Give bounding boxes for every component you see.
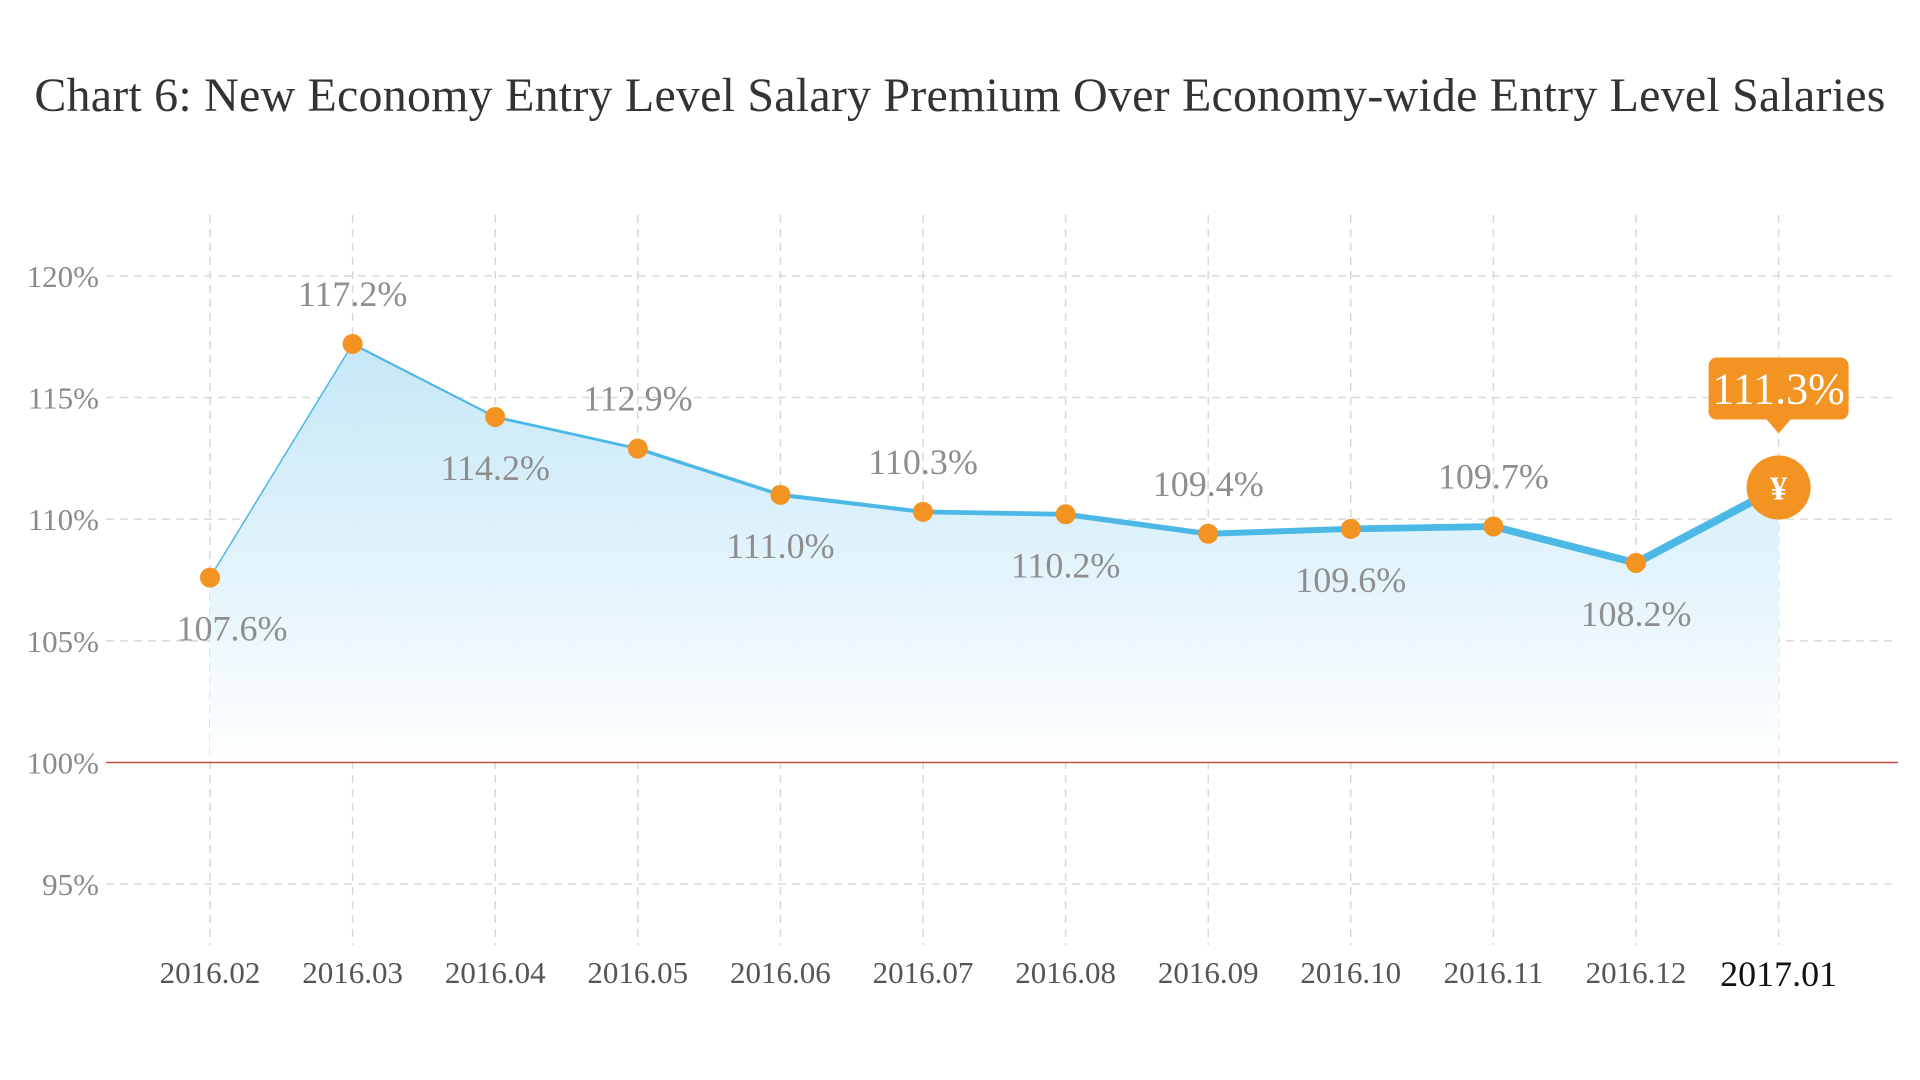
data-label: 110.2% bbox=[1011, 545, 1121, 585]
data-label: 109.6% bbox=[1295, 560, 1406, 600]
chart-title: Chart 6: New Economy Entry Level Salary … bbox=[34, 69, 1886, 122]
data-label: 109.7% bbox=[1438, 456, 1549, 496]
series-line-segment bbox=[778, 492, 926, 514]
data-points bbox=[200, 333, 1646, 588]
y-tick-label: 120% bbox=[27, 259, 99, 294]
x-tick-label: 2016.10 bbox=[1300, 955, 1401, 990]
callout-box bbox=[1708, 357, 1849, 420]
data-point bbox=[200, 567, 220, 588]
data-point bbox=[913, 501, 933, 522]
x-axis: 2016.02 2016.03 2016.04 2016.05 2016.06 2016.… bbox=[160, 954, 1837, 994]
series-line-segment bbox=[920, 509, 1068, 517]
series-line-segment bbox=[1205, 525, 1354, 537]
x-tick-label: 2016.06 bbox=[730, 955, 831, 990]
series-line-segment bbox=[1062, 511, 1211, 537]
highlight-marker bbox=[1746, 455, 1811, 520]
series-line-segment bbox=[209, 343, 354, 579]
y-tick-label: 105% bbox=[27, 624, 99, 659]
x-tick-label: 2016.09 bbox=[1158, 955, 1259, 990]
x-tick-label: 2016.04 bbox=[445, 955, 546, 990]
data-point bbox=[1198, 523, 1219, 544]
callout-label: 111.3% bbox=[1712, 365, 1844, 414]
highlight-callout: ¥111.3% bbox=[1708, 357, 1849, 520]
data-label: 107.6% bbox=[177, 609, 288, 649]
x-tick-label: 2016.03 bbox=[302, 955, 403, 990]
y-tick-label: 95% bbox=[42, 867, 99, 902]
data-point bbox=[770, 484, 791, 505]
data-point bbox=[342, 333, 363, 354]
data-label: 114.2% bbox=[440, 448, 550, 488]
data-label: 117.2% bbox=[298, 274, 408, 314]
x-tick-label: 2016.02 bbox=[160, 955, 261, 990]
data-label: 109.4% bbox=[1153, 464, 1264, 504]
y-tick-label: 100% bbox=[27, 746, 99, 781]
series-line-segment bbox=[351, 342, 497, 419]
series-line-segment bbox=[636, 446, 783, 497]
data-point bbox=[1340, 518, 1361, 539]
data-point bbox=[485, 406, 506, 427]
series-line-segment bbox=[1489, 522, 1640, 567]
y-axis: 95% 100% 105% 110% 115% 120% bbox=[27, 259, 99, 902]
x-tick-label: 2016.07 bbox=[873, 955, 974, 990]
data-point bbox=[1626, 552, 1646, 573]
x-tick-label: 2016.05 bbox=[587, 955, 688, 990]
x-tick-label: 2017.01 bbox=[1720, 954, 1837, 994]
data-point bbox=[627, 438, 648, 459]
y-tick-label: 110% bbox=[28, 502, 99, 537]
data-label: 111.0% bbox=[726, 526, 834, 566]
callout-pointer bbox=[1766, 419, 1791, 434]
data-labels: 107.6% 117.2% 114.2% 112.9% 111.0% 110.3% 110.… bbox=[177, 274, 1692, 649]
y-tick-label: 115% bbox=[28, 381, 99, 416]
area-fill-group bbox=[210, 343, 1779, 763]
x-tick-label: 2016.11 bbox=[1444, 955, 1544, 990]
area-fill bbox=[210, 343, 1779, 763]
x-tick-label: 2016.12 bbox=[1586, 955, 1687, 990]
yuan-icon: ¥ bbox=[1770, 471, 1787, 508]
data-label: 110.3% bbox=[868, 442, 978, 482]
data-point bbox=[1055, 504, 1076, 525]
data-point bbox=[1483, 516, 1504, 537]
data-label: 112.9% bbox=[583, 379, 693, 419]
x-tick-label: 2016.08 bbox=[1015, 955, 1116, 990]
series-line-segment bbox=[493, 415, 640, 451]
data-label: 108.2% bbox=[1581, 594, 1692, 634]
series-line-segment bbox=[1347, 523, 1497, 533]
